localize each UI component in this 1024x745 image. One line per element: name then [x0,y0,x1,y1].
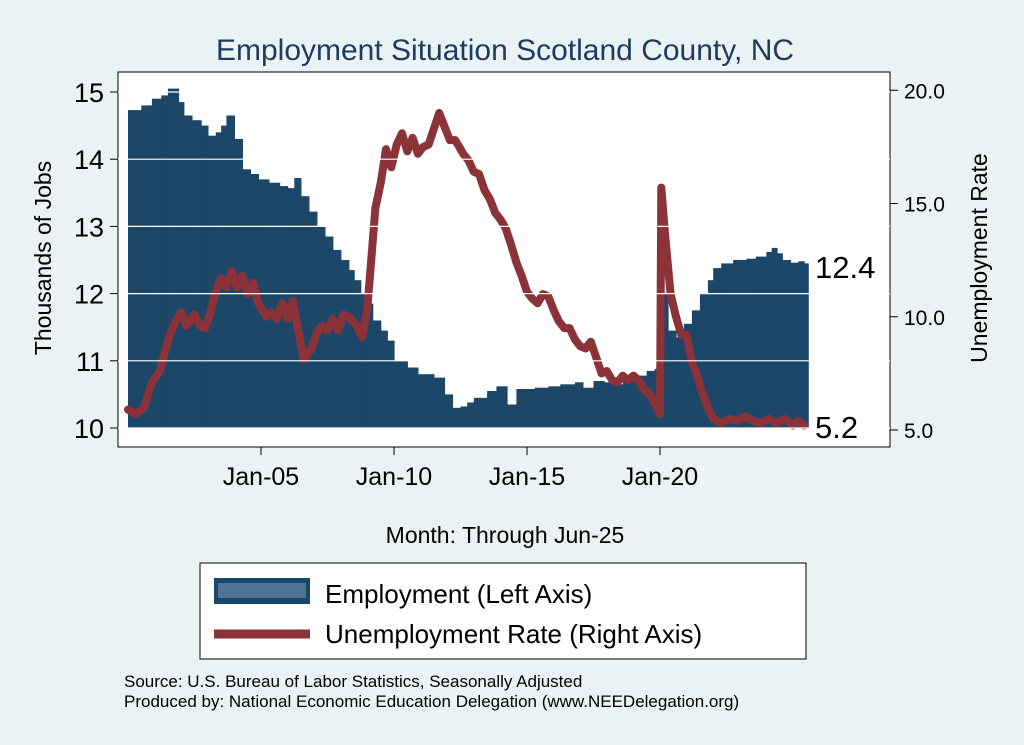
y-left-tick-label: 15 [74,78,104,108]
employment-bar [733,260,747,428]
legend-swatch-employment-inner [218,583,306,598]
employment-bar [638,375,648,428]
x-axis-label: Month: Through Jun-25 [386,522,625,548]
employment-bar [496,386,508,428]
y-right-tick-label: 10.0 [904,307,945,330]
x-tick-label: Jan-15 [489,463,565,491]
chart-title: Employment Situation Scotland County, NC [216,34,794,67]
employment-bar [348,270,355,428]
y-left-tick-label: 14 [74,145,104,175]
y-right-axis: 5.0 10.0 15.0 20.0 [890,80,945,443]
employment-bar [332,249,342,428]
y-left-tick-label: 13 [74,212,104,242]
employment-bar [161,95,169,429]
producer-note: Produced by: National Economic Education… [124,692,740,711]
employment-bar [308,211,318,428]
employment-bar [668,330,677,428]
employment-bar [269,182,281,428]
y-left-tick-label: 11 [76,347,104,377]
employment-bar [201,125,209,428]
x-axis: Jan-05 Jan-10 Jan-15 Jan-20 [223,447,698,491]
employment-bar [467,402,475,428]
y-left-label: Thousands of Jobs [30,161,56,355]
employment-bar [766,251,773,428]
employment-bar [574,382,584,428]
employment-bar [777,253,783,428]
y-left-tick-label: 10 [74,414,104,444]
employment-bar [354,280,362,428]
x-tick-label: Jan-10 [356,463,432,491]
employment-bar [548,386,561,428]
legend-label-employment: Employment (Left Axis) [325,579,592,609]
employment-bar [487,391,497,428]
employment-bar [560,384,576,428]
employment-bar [798,261,805,428]
employment-bar [790,262,799,428]
employment-bar [755,256,767,428]
x-tick-label: Jan-20 [622,463,698,491]
employment-bar [630,377,640,428]
employment-bar [507,404,517,428]
employment-bar [604,382,614,428]
employment-bar [207,135,217,428]
employment-bar [613,384,624,428]
employment-bar [473,397,488,428]
y-left-axis: 10 11 12 13 14 15 [74,78,118,444]
employment-bar [128,110,142,428]
source-note: Source: U.S. Bureau of Labor Statistics,… [124,672,583,691]
employment-bar [367,303,374,428]
employment-bar [183,115,193,428]
gridlines [118,91,890,429]
y-right-tick-label: 5.0 [904,420,933,443]
plot-border [117,71,891,448]
employment-bar [417,374,435,428]
employment-bar [258,179,270,428]
employment-bar [721,263,734,428]
unemployment-line-path [124,108,809,430]
employment-bar [167,88,180,428]
employment-bar [707,280,714,428]
employment-bar [372,320,382,428]
employment-bar [300,196,310,428]
employment-bar [676,337,685,428]
employment-bar [433,377,446,428]
employment-bar [394,360,408,428]
employment-bar [683,323,693,428]
employment-bar [380,330,388,428]
end-label-employment: 12.4 [815,250,875,285]
employment-bar [804,263,809,428]
employment-bar [746,258,757,428]
employment-bar [582,387,595,428]
end-label-unemployment: 5.2 [815,410,858,445]
y-left-tick-label: 12 [74,280,104,310]
employment-bar [294,178,302,428]
x-tick-label: Jan-05 [223,463,299,491]
legend-label-unemployment: Unemployment Rate (Right Axis) [325,619,702,649]
employment-bar [191,120,202,428]
employment-bar [452,407,462,428]
y-right-tick-label: 20.0 [904,80,945,103]
employment-bar [622,379,632,428]
employment-bar [407,367,419,428]
employment-bar [771,247,778,428]
employment-bar [387,340,395,428]
y-right-tick-label: 15.0 [904,194,945,217]
employment-bar [178,102,185,428]
employment-bar [593,381,605,428]
y-right-label: Unemployment Rate [966,153,992,363]
employment-bar [460,406,468,428]
legend: Employment (Left Axis) Unemployment Rate… [199,562,807,660]
employment-bar [151,98,162,428]
employment-bar [516,389,536,428]
employment-bar [340,260,350,428]
employment-bar [141,105,153,429]
employment-bar [444,394,454,428]
unemployment-line [124,108,809,430]
employment-bar [242,169,251,429]
employment-bar [782,260,791,428]
employment-bar [535,387,549,428]
employment-bar [713,268,722,428]
